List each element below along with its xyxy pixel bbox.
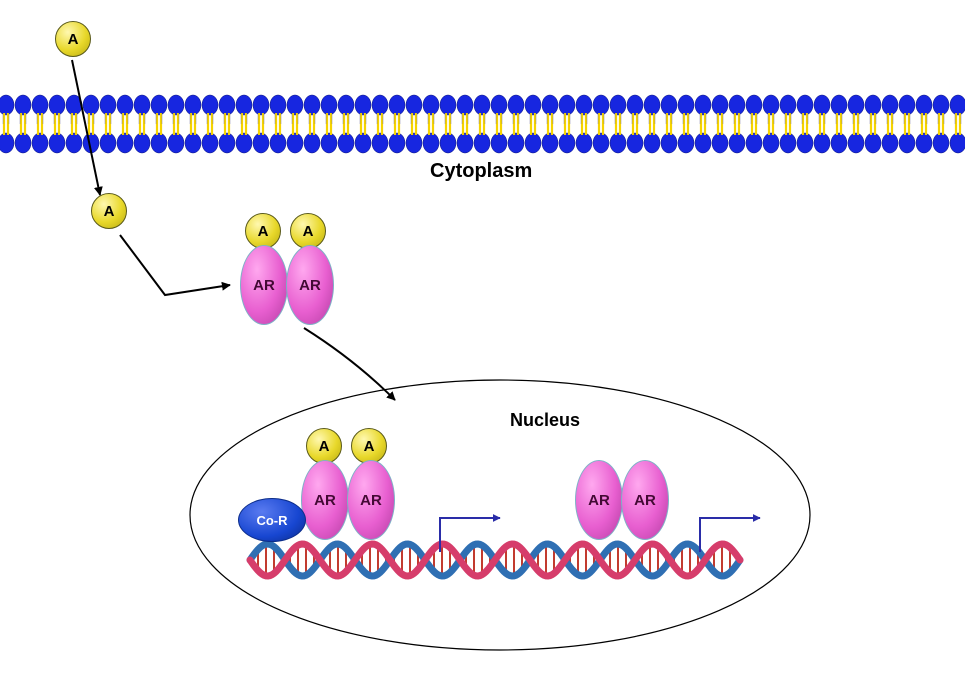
androgen-letter: A: [258, 223, 269, 240]
nucleus-label: Nucleus: [510, 410, 580, 431]
cytoplasm-label: Cytoplasm: [430, 160, 532, 183]
androgen-letter: A: [68, 31, 79, 48]
ar-label: AR: [253, 277, 275, 294]
cor-label: Co-R: [256, 513, 287, 528]
ar-label: AR: [299, 277, 321, 294]
ar-nuc2-left: AR: [575, 460, 623, 540]
androgen-nuc-dimer-right: A: [351, 428, 387, 464]
coregulator: Co-R: [238, 498, 306, 542]
androgen-nuc-dimer-left: A: [306, 428, 342, 464]
androgen-cyto-dimer-right: A: [290, 213, 326, 249]
ar-cyto-left: AR: [240, 245, 288, 325]
androgen-cyto-dimer-left: A: [245, 213, 281, 249]
androgen-letter: A: [364, 438, 375, 455]
ar-label: AR: [634, 492, 656, 509]
diagram-stage: Cytoplasm Nucleus A A A A A A AR AR AR A…: [0, 0, 965, 676]
androgen-extracellular: A: [55, 21, 91, 57]
androgen-letter: A: [319, 438, 330, 455]
ar-nuc1-right: AR: [347, 460, 395, 540]
ar-label: AR: [314, 492, 336, 509]
ar-cyto-right: AR: [286, 245, 334, 325]
ar-label: AR: [588, 492, 610, 509]
svg-overlay: [0, 0, 965, 676]
ar-nuc1-left: AR: [301, 460, 349, 540]
androgen-letter: A: [303, 223, 314, 240]
androgen-letter: A: [104, 203, 115, 220]
ar-nuc2-right: AR: [621, 460, 669, 540]
ar-label: AR: [360, 492, 382, 509]
androgen-cytoplasm-free: A: [91, 193, 127, 229]
